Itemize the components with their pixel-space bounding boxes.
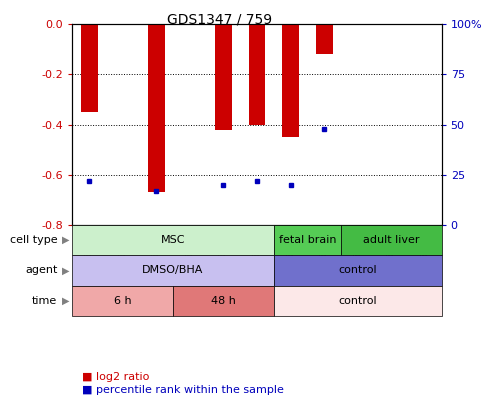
Text: ▶: ▶ (62, 296, 70, 306)
Text: ▶: ▶ (62, 235, 70, 245)
Text: GDS1347 / 759: GDS1347 / 759 (167, 12, 272, 26)
Text: time: time (32, 296, 57, 306)
Text: ▶: ▶ (62, 265, 70, 275)
Text: adult liver: adult liver (363, 235, 420, 245)
Bar (148, 24, 165, 192)
Text: MSC: MSC (161, 235, 185, 245)
Text: 48 h: 48 h (211, 296, 236, 306)
Text: cell type: cell type (10, 235, 57, 245)
Bar (316, 24, 332, 54)
Text: ■ percentile rank within the sample: ■ percentile rank within the sample (82, 384, 284, 394)
Text: DMSO/BHA: DMSO/BHA (142, 265, 204, 275)
Bar (282, 24, 299, 137)
Text: agent: agent (25, 265, 57, 275)
Text: control: control (338, 296, 377, 306)
Text: 6 h: 6 h (114, 296, 132, 306)
Bar (81, 24, 97, 112)
Text: control: control (338, 265, 377, 275)
Text: ■ log2 ratio: ■ log2 ratio (82, 372, 150, 382)
Bar (215, 24, 232, 130)
Bar (249, 24, 265, 125)
Text: fetal brain: fetal brain (278, 235, 336, 245)
